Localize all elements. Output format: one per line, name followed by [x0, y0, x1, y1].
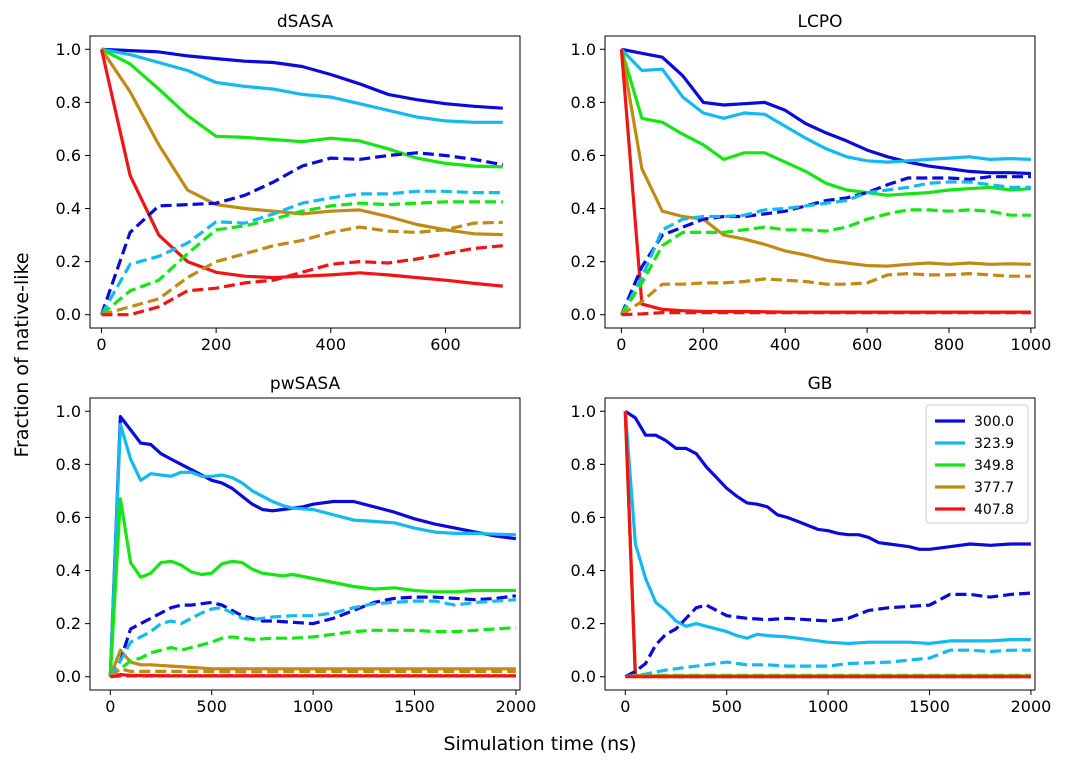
panel-title: GB — [808, 374, 833, 394]
x-tick-label: 600 — [430, 335, 461, 354]
series-line-300-0-dashed — [99, 151, 504, 316]
series-line-323-9-dashed — [619, 180, 1031, 316]
legend-label: 407.8 — [974, 502, 1014, 518]
series-line-377-7-dashed — [109, 667, 516, 678]
x-tick-label: 2000 — [496, 697, 537, 716]
x-tick-label: 0 — [96, 335, 106, 354]
x-tick-label: 1500 — [394, 697, 435, 716]
series-line-300-0-dashed — [108, 594, 517, 678]
chart-panel-lcpo: LCPO 0 200 400 600 800 1000 0.0 0.2 0.4 0.6 0.8 1.0 — [571, 12, 1052, 354]
y-tick-label: 0.6 — [571, 146, 596, 165]
legend-label: 323.9 — [974, 436, 1014, 452]
series-line-300-0-dashed — [619, 175, 1031, 316]
series-line-300-0-solid — [101, 47, 503, 110]
y-tick-label: 0.2 — [56, 252, 81, 271]
series-line-349-8-solid — [100, 47, 503, 169]
series-line-349-8-solid — [619, 48, 1032, 197]
y-tick-label: 0.4 — [56, 561, 81, 580]
series-line-349-8-solid — [108, 497, 516, 677]
panel-title: pwSASA — [270, 374, 341, 394]
panel-title: LCPO — [798, 12, 843, 32]
x-tick-label: 400 — [316, 335, 347, 354]
y-tick-label: 0.4 — [571, 561, 596, 580]
series-line-323-9-solid — [620, 48, 1031, 164]
series-line-407-8-dashed — [110, 674, 516, 679]
y-tick-label: 0.4 — [56, 199, 81, 218]
x-tick-label: 1000 — [1011, 335, 1052, 354]
chart-panel-gb: GB 0 500 1000 1500 2000 0.0 0.2 0.4 0.6 0.8 1.0 300.… — [571, 374, 1052, 716]
y-tick-label: 0.8 — [571, 93, 596, 112]
series-line-300-0-solid — [621, 47, 1031, 176]
series-line-323-9-dashed — [108, 598, 517, 678]
x-tick-label: 600 — [852, 335, 883, 354]
series-line-323-9-dashed — [100, 189, 503, 316]
y-tick-label: 0.0 — [56, 305, 81, 324]
legend: 300.0 323.9 349.8 377.7 407.8 — [925, 404, 1029, 524]
y-tick-label: 0.6 — [56, 508, 81, 527]
x-tick-label: 500 — [196, 697, 227, 716]
panel-title: dSASA — [277, 12, 334, 32]
y-tick-label: 0.6 — [56, 146, 81, 165]
y-tick-label: 0.2 — [571, 252, 596, 271]
y-tick-label: 0.8 — [56, 93, 81, 112]
series-line-349-8-dashed — [109, 626, 517, 678]
x-tick-label: 500 — [711, 697, 742, 716]
x-tick-label: 200 — [201, 335, 232, 354]
x-tick-label: 0 — [620, 697, 630, 716]
y-axis-label: Fraction of native-like — [11, 252, 33, 457]
series-line-377-7-dashed — [620, 272, 1031, 317]
legend-label: 300.0 — [974, 414, 1014, 430]
y-tick-label: 0.0 — [56, 667, 81, 686]
y-tick-label: 0.6 — [571, 508, 596, 527]
y-tick-label: 0.8 — [56, 455, 81, 474]
series-line-300-0-solid — [624, 409, 1031, 551]
x-tick-label: 1000 — [293, 697, 334, 716]
y-tick-label: 1.0 — [571, 40, 596, 59]
y-tick-label: 0.4 — [571, 199, 596, 218]
series-line-349-8-dashed — [100, 200, 503, 316]
x-tick-label: 1500 — [909, 697, 950, 716]
x-tick-label: 2000 — [1011, 697, 1052, 716]
series-line-377-7-solid — [619, 49, 1031, 268]
series-line-323-9-solid — [623, 411, 1031, 646]
legend-label: 377.7 — [974, 480, 1014, 496]
series-line-407-8-solid — [99, 48, 503, 288]
legend-box — [925, 404, 1029, 524]
x-tick-label: 800 — [934, 335, 965, 354]
chart-panel-dsasa: dSASA 0 200 400 600 0.0 0.2 0.4 0.6 0.8 1.0 — [56, 12, 521, 354]
chart-panel-pwsasa: pwSASA 0 500 1000 1500 2000 0.0 0.2 0.4 0.6 0.8 1.0 — [56, 374, 537, 716]
y-tick-label: 1.0 — [56, 402, 81, 421]
plot-frame — [89, 397, 521, 691]
y-tick-label: 1.0 — [571, 402, 596, 421]
series-line-377-7-dashed — [101, 220, 503, 317]
y-tick-label: 0.8 — [571, 455, 596, 474]
plot-frame — [89, 35, 521, 329]
y-tick-label: 0.0 — [571, 667, 596, 686]
plot-frame — [604, 397, 1036, 691]
series-line-323-9-solid — [108, 422, 516, 677]
x-tick-label: 0 — [616, 335, 626, 354]
series-line-323-9-dashed — [625, 648, 1031, 679]
y-tick-label: 1.0 — [56, 40, 81, 59]
x-axis-label: Simulation time (ns) — [444, 733, 637, 755]
series-line-323-9-solid — [101, 47, 503, 124]
y-tick-label: 0.2 — [571, 614, 596, 633]
x-tick-label: 400 — [770, 335, 801, 354]
y-tick-label: 0.2 — [56, 614, 81, 633]
plot-frame — [604, 35, 1036, 329]
series-line-300-0-solid — [108, 415, 517, 677]
series-line-407-8-dashed — [101, 244, 503, 317]
series-line-300-0-dashed — [624, 591, 1032, 679]
x-tick-label: 0 — [105, 697, 115, 716]
x-tick-label: 1000 — [808, 697, 849, 716]
x-tick-label: 200 — [688, 335, 719, 354]
series-line-349-8-dashed — [620, 208, 1031, 316]
series-line-407-8-dashed — [621, 311, 1031, 317]
y-tick-label: 0.0 — [571, 305, 596, 324]
legend-label: 349.8 — [974, 458, 1014, 474]
series-line-377-7-solid — [100, 48, 503, 237]
